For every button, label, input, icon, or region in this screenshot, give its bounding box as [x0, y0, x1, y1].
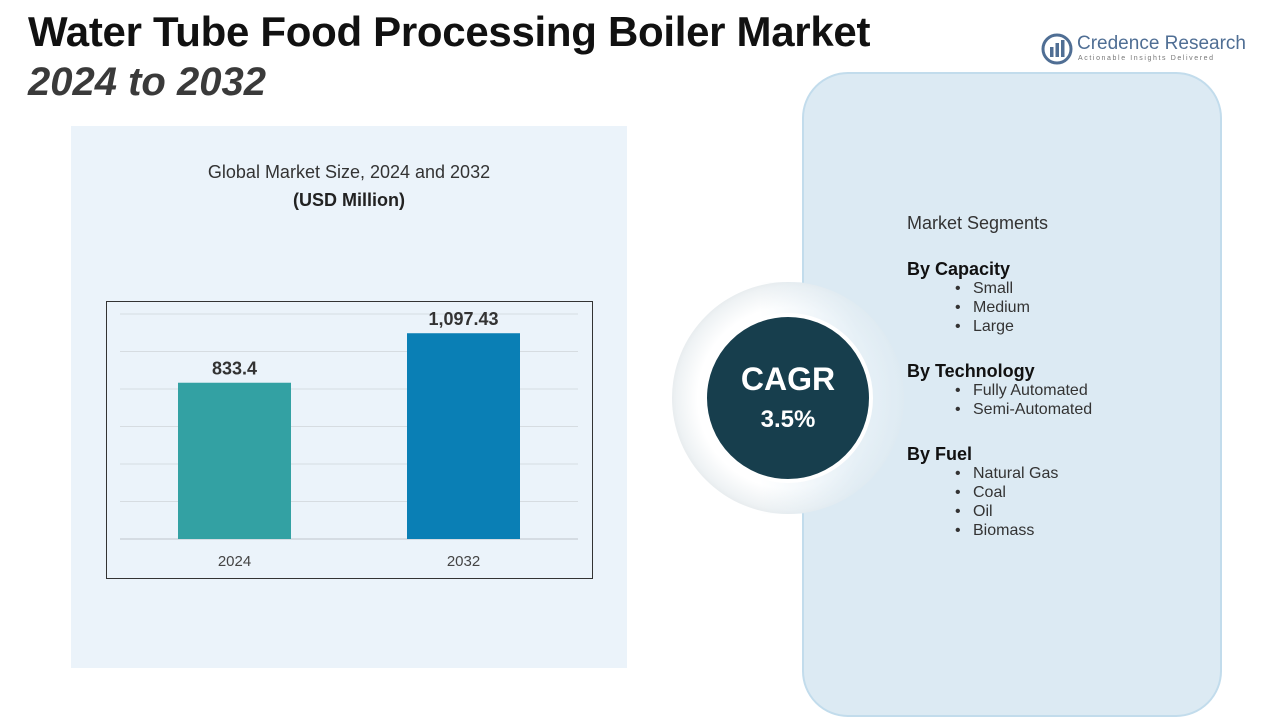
data-label-2024: 833.4	[212, 359, 257, 379]
logo-tagline: Actionable Insights Delivered	[1078, 55, 1215, 62]
x-tick-label-2024: 2024	[218, 553, 251, 570]
data-label-2032: 1,097.43	[428, 309, 498, 329]
segments-heading: Market Segments	[907, 213, 1049, 233]
segment-group-title: By Capacity	[907, 259, 1011, 279]
segment-item: • Biomass	[955, 522, 1035, 539]
chart-title: Global Market Size, 2024 and 2032	[207, 162, 491, 182]
segment-group-title: By Technology	[907, 361, 1035, 381]
cagr-label: CAGR	[740, 361, 836, 397]
bar-2032	[407, 333, 520, 539]
bar-2024	[178, 382, 291, 539]
logo-name: Credence Research	[1077, 33, 1246, 54]
bar-chart-svg: 833.4 2024 1,097.43 2032	[120, 309, 578, 570]
chart-panel: Global Market Size, 2024 and 2032 (USD M…	[71, 126, 627, 668]
segment-item: • Small	[955, 280, 1014, 297]
page-subtitle: 2024 to 2032	[28, 60, 266, 104]
page-title: Water Tube Food Processing Boiler Market	[28, 8, 871, 55]
segment-item: • Coal	[955, 484, 1006, 501]
segment-item: • Large	[955, 318, 1014, 335]
segment-item: • Oil	[955, 503, 993, 520]
segment-item: • Fully Automated	[955, 382, 1088, 399]
segment-item: • Natural Gas	[955, 465, 1059, 482]
x-tick-label-2032: 2032	[447, 553, 480, 570]
cagr-badge: CAGR 3.5%	[703, 313, 873, 483]
cagr-value: 3.5%	[760, 406, 816, 433]
bar-chart: 833.4 2024 1,097.43 2032	[106, 301, 593, 579]
segment-group-title: By Fuel	[907, 444, 973, 464]
segment-item: • Medium	[955, 299, 1030, 316]
credence-research-logo[interactable]: Credence Research Actionable Insights De…	[1040, 30, 1260, 70]
segment-item: • Semi-Automated	[955, 401, 1093, 418]
chart-unit: (USD Million)	[293, 190, 405, 210]
bar-chart-logo-icon	[1041, 33, 1073, 65]
